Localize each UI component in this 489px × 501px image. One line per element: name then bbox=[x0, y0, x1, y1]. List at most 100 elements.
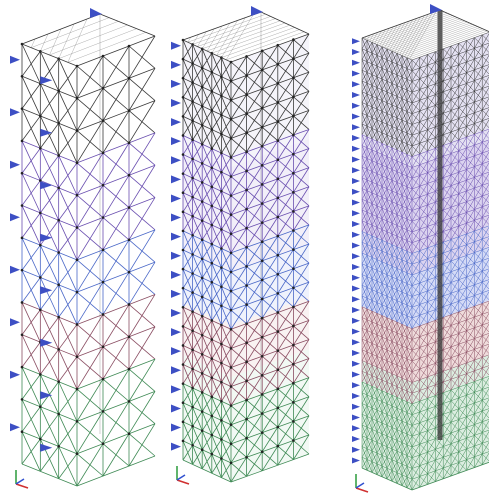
node bbox=[76, 452, 79, 455]
node bbox=[245, 437, 248, 440]
node bbox=[201, 334, 204, 337]
node bbox=[191, 81, 194, 84]
node bbox=[102, 184, 105, 187]
node bbox=[76, 226, 79, 229]
node bbox=[230, 252, 233, 255]
node bbox=[191, 177, 194, 180]
node bbox=[245, 418, 248, 421]
node bbox=[201, 277, 204, 280]
node bbox=[76, 388, 79, 391]
node bbox=[211, 338, 214, 341]
node bbox=[245, 265, 248, 268]
node bbox=[182, 421, 185, 424]
node bbox=[277, 139, 280, 142]
node bbox=[201, 429, 204, 432]
node bbox=[245, 361, 248, 364]
node bbox=[277, 311, 280, 314]
node bbox=[102, 87, 105, 90]
node bbox=[182, 325, 185, 328]
node bbox=[201, 105, 204, 108]
node bbox=[191, 62, 194, 65]
node bbox=[277, 178, 280, 181]
node bbox=[220, 381, 223, 384]
node bbox=[102, 410, 105, 413]
node bbox=[191, 444, 194, 447]
node bbox=[57, 90, 60, 93]
node bbox=[220, 247, 223, 250]
node bbox=[211, 453, 214, 456]
node bbox=[292, 210, 295, 213]
node bbox=[182, 401, 185, 404]
node bbox=[211, 376, 214, 379]
node bbox=[245, 189, 248, 192]
node bbox=[182, 77, 185, 80]
node bbox=[21, 269, 24, 272]
node bbox=[128, 303, 131, 306]
node bbox=[201, 372, 204, 375]
node bbox=[76, 355, 79, 358]
node bbox=[292, 401, 295, 404]
node bbox=[57, 348, 60, 351]
node bbox=[201, 67, 204, 70]
node bbox=[191, 272, 194, 275]
node bbox=[292, 325, 295, 328]
node bbox=[182, 306, 185, 309]
node bbox=[277, 197, 280, 200]
node bbox=[292, 363, 295, 366]
node bbox=[21, 237, 24, 240]
node bbox=[277, 235, 280, 238]
node bbox=[182, 440, 185, 443]
node bbox=[245, 246, 248, 249]
node bbox=[292, 306, 295, 309]
node bbox=[128, 239, 131, 242]
node bbox=[230, 443, 233, 446]
node bbox=[220, 114, 223, 117]
node bbox=[191, 406, 194, 409]
node bbox=[230, 99, 233, 102]
node bbox=[191, 387, 194, 390]
node bbox=[191, 196, 194, 199]
node bbox=[182, 96, 185, 99]
node bbox=[245, 151, 248, 154]
node bbox=[182, 344, 185, 347]
node bbox=[201, 143, 204, 146]
node bbox=[220, 209, 223, 212]
node bbox=[57, 122, 60, 125]
node bbox=[191, 329, 194, 332]
node bbox=[220, 419, 223, 422]
node bbox=[39, 308, 42, 311]
node bbox=[57, 445, 60, 448]
node bbox=[76, 291, 79, 294]
node bbox=[277, 120, 280, 123]
node bbox=[211, 396, 214, 399]
node bbox=[230, 423, 233, 426]
node bbox=[230, 347, 233, 350]
node bbox=[277, 158, 280, 161]
node bbox=[245, 208, 248, 211]
node bbox=[201, 124, 204, 127]
node bbox=[230, 233, 233, 236]
node bbox=[182, 382, 185, 385]
node bbox=[128, 77, 131, 80]
node bbox=[191, 368, 194, 371]
node bbox=[277, 44, 280, 47]
node bbox=[102, 378, 105, 381]
node bbox=[292, 229, 295, 232]
node bbox=[220, 362, 223, 365]
node bbox=[277, 388, 280, 391]
node bbox=[245, 112, 248, 115]
node bbox=[277, 254, 280, 257]
node bbox=[182, 58, 185, 61]
node bbox=[220, 343, 223, 346]
node bbox=[277, 445, 280, 448]
node bbox=[245, 227, 248, 230]
node bbox=[211, 434, 214, 437]
node bbox=[245, 131, 248, 134]
node bbox=[277, 216, 280, 219]
model-view bbox=[0, 0, 489, 501]
node bbox=[57, 154, 60, 157]
node bbox=[102, 55, 105, 58]
node bbox=[230, 462, 233, 465]
node bbox=[39, 115, 42, 118]
node bbox=[211, 243, 214, 246]
